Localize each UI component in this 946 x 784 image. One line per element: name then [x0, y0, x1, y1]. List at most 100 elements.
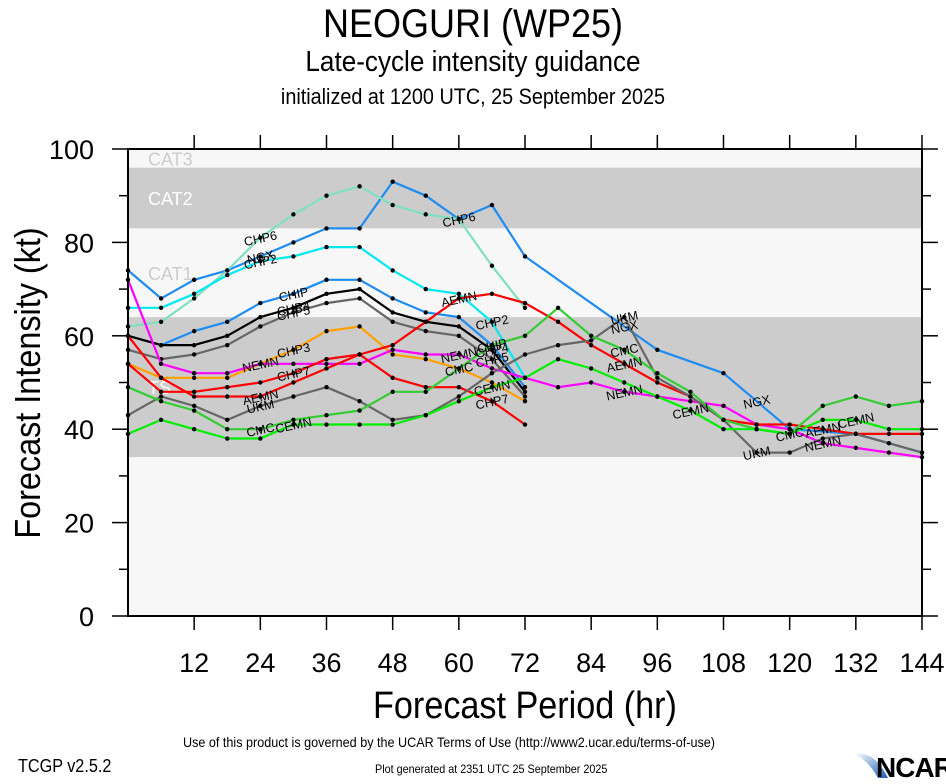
data-point-chp5: [390, 319, 395, 324]
data-point-ukm: [555, 342, 561, 348]
data-point-chp2: [258, 258, 263, 264]
series-label-ngx: NGX: [246, 248, 276, 267]
data-point-aemn: [324, 366, 329, 371]
series-label-ukm: UKM: [245, 397, 275, 416]
y-tick-label: 60: [64, 322, 94, 352]
data-point-cmc: [655, 370, 660, 376]
data-point-cemn: [787, 431, 792, 437]
data-point-ngx: [655, 347, 660, 353]
data-point-cemn: [688, 408, 693, 413]
data-point-chp3: [522, 398, 528, 404]
x-axis-label: Forecast Period (hr): [373, 683, 677, 726]
y-tick-label: 0: [79, 602, 94, 632]
data-point-chp6: [225, 268, 230, 273]
data-point-ukm: [853, 431, 859, 437]
data-point-cemn: [291, 422, 296, 427]
data-point-cemn: [622, 380, 627, 385]
data-point-chp4: [225, 333, 230, 338]
data-point-chip: [191, 328, 197, 334]
data-point-chp5: [324, 300, 329, 306]
data-point-aemn: [390, 342, 395, 348]
data-point-cemn: [754, 427, 759, 432]
data-point-chp7: [258, 380, 263, 385]
series-label-ngx: NGX: [742, 392, 772, 411]
data-point-ukm: [191, 403, 197, 409]
x-tick-label: 108: [701, 648, 746, 678]
data-point-chp2: [158, 305, 164, 310]
data-point-ukm: [456, 394, 462, 399]
data-point-chp3: [423, 356, 428, 362]
data-point-cmc: [489, 342, 495, 348]
data-point-nemn: [225, 370, 230, 376]
data-point-ngx: [721, 370, 726, 376]
series-labels: NGXNGXNGXCHP6CHP6CHP2CHP2CHIPCHIPCHP4CHP…: [241, 210, 875, 464]
data-point-chp4: [357, 286, 362, 292]
data-point-ngx: [489, 202, 495, 208]
data-point-aemn: [456, 296, 462, 301]
data-point-nemn: [291, 361, 296, 367]
x-tick-label: 84: [576, 648, 606, 678]
ncar-logo-swoosh-icon: [854, 753, 888, 778]
y-tick-label: 80: [64, 228, 94, 258]
data-point-ukm: [258, 403, 263, 409]
data-point-chp6: [423, 212, 428, 217]
series-line-ngx: [127, 180, 923, 454]
data-point-aemn: [225, 394, 230, 399]
data-point-nemn: [588, 380, 594, 385]
data-point-cemn: [489, 384, 495, 390]
data-point-chp7: [522, 422, 528, 427]
data-point-aemn: [423, 319, 428, 324]
data-point-chip: [357, 277, 362, 282]
x-tick-label: 144: [899, 648, 944, 678]
data-point-ukm: [390, 417, 395, 423]
data-point-cemn: [258, 436, 263, 441]
series-label-cmc: CMC: [774, 425, 805, 445]
chart-init-time: initialized at 1200 UTC, 25 September 20…: [280, 84, 666, 109]
band-cat2: [128, 167, 922, 229]
series-label-chp6: CHP6: [441, 210, 477, 231]
data-point-cmc: [258, 427, 263, 432]
data-point-chp5: [191, 352, 197, 357]
data-point-ngx: [291, 240, 296, 245]
data-point-chp7: [456, 384, 462, 390]
data-point-nemn: [423, 352, 428, 357]
x-tick-label: 48: [378, 648, 408, 678]
data-point-chp3: [291, 347, 296, 353]
data-point-chp3: [225, 375, 230, 381]
x-tick-label: 12: [179, 648, 209, 678]
data-point-chp2: [291, 254, 296, 259]
data-point-cemn: [886, 427, 892, 432]
data-point-chp2: [489, 319, 495, 324]
data-point-chip: [258, 300, 263, 306]
data-point-cemn: [225, 436, 230, 441]
data-point-cemn: [555, 356, 561, 362]
data-point-ukm: [158, 394, 164, 399]
data-point-cmc: [555, 305, 561, 310]
series-label-chp6: CHP6: [243, 228, 279, 249]
data-point-chp6: [456, 216, 462, 222]
series-label-chp2: CHP2: [474, 312, 510, 333]
data-point-cmc: [886, 403, 892, 409]
data-point-nemn: [688, 398, 693, 404]
data-point-ukm: [225, 417, 230, 423]
data-point-ukm: [754, 450, 759, 455]
x-tick-label: 72: [510, 648, 540, 678]
generated-timestamp: Plot generated at 2351 UTC 25 September …: [375, 762, 608, 776]
data-point-ngx: [390, 179, 395, 184]
data-point-chp6: [522, 305, 528, 310]
data-point-cemn: [324, 422, 329, 427]
data-point-chp4: [191, 342, 197, 348]
x-tick-label: 120: [767, 648, 812, 678]
data-point-cemn: [357, 422, 362, 427]
data-point-nemn: [886, 450, 892, 455]
data-point-ukm: [291, 394, 296, 399]
data-point-chp6: [158, 319, 164, 324]
series-label-chp3: CHP3: [276, 340, 312, 361]
data-point-chip: [324, 277, 329, 282]
data-point-chp6: [357, 184, 362, 189]
data-point-nemn: [357, 361, 362, 367]
data-point-cmc: [158, 398, 164, 404]
y-tick-label: 20: [64, 509, 94, 539]
axes: 12 24 36 48 60 72 84 96 108 120 132 144 0 20 40 60 80 100: [49, 135, 945, 678]
